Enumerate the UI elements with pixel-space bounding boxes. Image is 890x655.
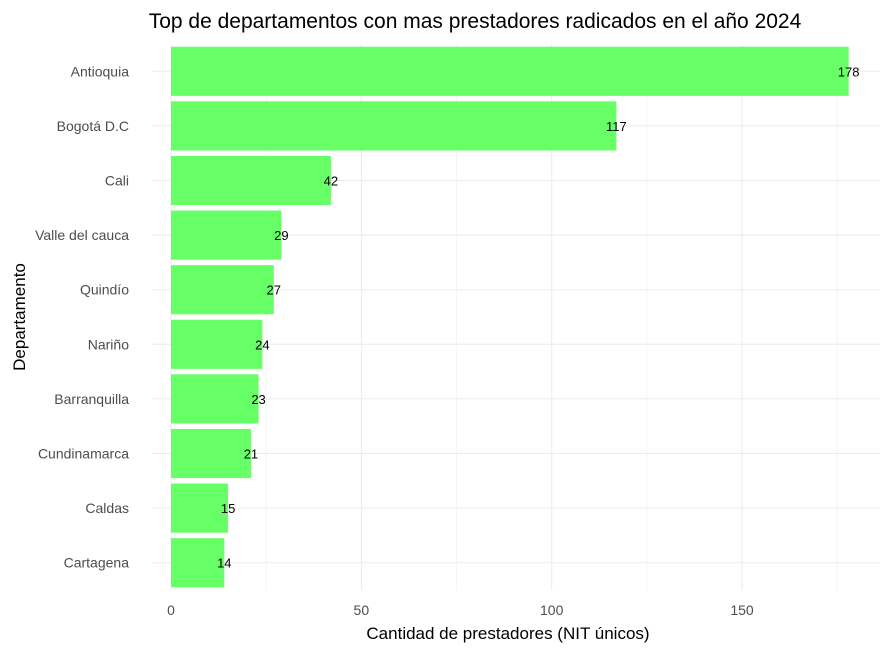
bar [171,428,251,479]
y-category-label: Barranquilla [54,391,129,407]
y-category-label: Bogotá D.C [57,118,129,134]
y-category-label: Antioquia [71,63,130,79]
bar [171,483,229,533]
bar-value-label: 24 [255,337,269,352]
bar-value-label: 15 [221,501,235,516]
bar-value-label: 14 [217,556,231,571]
chart-title: Top de departamentos con mas prestadores… [149,10,802,33]
y-axis-category-labels: Antioquia Bogotá D.C Cali Valle del cauca Qu… [35,63,129,570]
x-tick-label: 150 [730,602,754,618]
bar [171,210,282,260]
x-axis-title: Cantidad de prestadores (NIT únicos) [366,624,649,643]
y-category-label: Cundinamarca [38,446,129,462]
data-labels: 178 117 42 29 27 24 23 21 15 14 [217,64,859,570]
bar-value-label: 178 [838,64,860,79]
y-category-label: Caldas [85,500,129,516]
y-category-label: Cartagena [64,555,130,571]
y-category-label: Nariño [88,336,129,352]
bar-value-label: 117 [606,119,627,134]
bar-value-label: 29 [274,228,288,243]
bar [171,374,259,424]
bar-value-label: 21 [244,447,258,462]
bar-value-label: 23 [251,392,265,407]
x-tick-label: 0 [167,602,175,618]
y-category-label: Cali [105,173,129,189]
y-category-label: Quindío [80,282,129,298]
bar [171,319,263,369]
y-axis-title: Departamento [10,263,29,371]
bar [171,101,617,151]
y-category-label: Valle del cauca [35,227,129,243]
bar [171,46,849,96]
bar-value-label: 42 [324,174,338,189]
bar-value-label: 27 [267,283,281,298]
bar [171,155,331,206]
x-tick-label: 50 [354,602,370,618]
bar [171,538,225,588]
bar [171,265,274,315]
bars [171,46,849,588]
x-axis-tick-labels: 0 50 100 150 [167,602,754,618]
x-tick-label: 100 [540,602,564,618]
